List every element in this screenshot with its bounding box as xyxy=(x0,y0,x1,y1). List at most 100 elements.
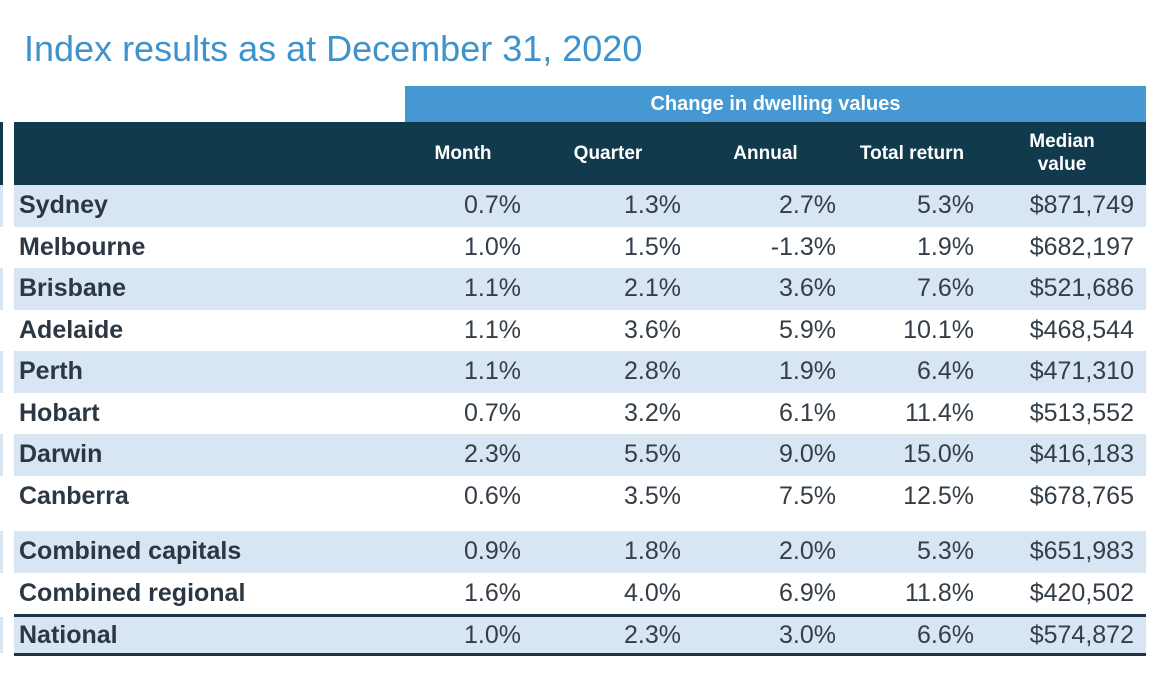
cell-region: Darwin xyxy=(19,440,103,469)
group-header-spacer xyxy=(14,86,405,122)
cell-annual: 2.0% xyxy=(779,537,836,566)
cell-median-value: $521,686 xyxy=(1029,274,1134,303)
cell-month: 1.1% xyxy=(464,315,521,344)
cell-annual: 3.0% xyxy=(779,620,836,649)
cell-quarter: 5.5% xyxy=(624,440,681,469)
cell-annual: 6.9% xyxy=(779,578,836,607)
cell-quarter: 1.5% xyxy=(624,232,681,261)
cell-median-value: $471,310 xyxy=(1029,357,1134,386)
table-header-row: Month Quarter Annual Total return Median… xyxy=(14,122,1146,185)
header-month: Month xyxy=(434,142,492,164)
cell-median-value: $574,872 xyxy=(1029,620,1134,649)
cell-month: 0.6% xyxy=(464,481,521,510)
cell-annual: 2.7% xyxy=(779,191,836,220)
header-quarter: Quarter xyxy=(573,142,643,164)
cell-total-return: 5.3% xyxy=(917,191,974,220)
cell-month: 2.3% xyxy=(464,440,521,469)
left-edge-artifact xyxy=(0,122,3,185)
group-header-row: Change in dwelling values xyxy=(14,86,1146,122)
cell-annual: 6.1% xyxy=(779,398,836,427)
cell-region: Hobart xyxy=(19,398,100,427)
cell-annual: 3.6% xyxy=(779,274,836,303)
cell-annual: 9.0% xyxy=(779,440,836,469)
cell-region: National xyxy=(19,620,118,649)
cell-month: 0.7% xyxy=(464,191,521,220)
cell-median-value: $678,765 xyxy=(1029,481,1134,510)
cell-median-value: $651,983 xyxy=(1029,537,1134,566)
left-edge-artifact xyxy=(0,185,3,227)
table-row: Perth 1.1% 2.8% 1.9% 6.4% $471,310 xyxy=(14,351,1146,393)
cell-month: 1.1% xyxy=(464,357,521,386)
cell-quarter: 2.3% xyxy=(624,620,681,649)
cell-total-return: 1.9% xyxy=(917,232,974,261)
table-row: Combined regional 1.6% 4.0% 6.9% 11.8% $… xyxy=(14,573,1146,615)
cell-total-return: 5.3% xyxy=(917,537,974,566)
table-row: Melbourne 1.0% 1.5% -1.3% 1.9% $682,197 xyxy=(14,227,1146,269)
cell-region: Sydney xyxy=(19,191,108,220)
left-edge-artifact xyxy=(0,617,3,653)
cell-quarter: 3.6% xyxy=(624,315,681,344)
cell-month: 1.0% xyxy=(464,232,521,261)
cell-region: Adelaide xyxy=(19,315,124,344)
table-row-national: National 1.0% 2.3% 3.0% 6.6% $574,872 xyxy=(14,614,1146,656)
left-edge-artifact xyxy=(0,268,3,310)
table-row: Sydney 0.7% 1.3% 2.7% 5.3% $871,749 xyxy=(14,185,1146,227)
group-header-label: Change in dwelling values xyxy=(650,92,901,115)
cell-total-return: 6.4% xyxy=(917,357,974,386)
cell-quarter: 2.1% xyxy=(624,274,681,303)
cell-region: Perth xyxy=(19,357,83,386)
header-median-value-label: Median value xyxy=(1029,130,1095,175)
cell-annual: 5.9% xyxy=(779,315,836,344)
left-edge-artifact xyxy=(0,351,3,393)
cell-median-value: $682,197 xyxy=(1029,232,1134,261)
cell-total-return: 15.0% xyxy=(903,440,974,469)
cell-total-return: 11.4% xyxy=(904,398,974,427)
cell-quarter: 2.8% xyxy=(624,357,681,386)
dwelling-values-table: Change in dwelling values Month Quarter … xyxy=(14,86,1146,656)
cell-quarter: 4.0% xyxy=(624,578,681,607)
cell-annual: -1.3% xyxy=(770,232,836,261)
left-edge-artifact xyxy=(0,434,3,476)
cell-region: Brisbane xyxy=(19,274,126,303)
cell-median-value: $871,749 xyxy=(1029,191,1134,220)
cell-median-value: $513,552 xyxy=(1029,398,1134,427)
table-row: Adelaide 1.1% 3.6% 5.9% 10.1% $468,544 xyxy=(14,310,1146,352)
cell-total-return: 11.8% xyxy=(904,578,974,607)
cell-region: Canberra xyxy=(19,481,129,510)
cell-month: 1.6% xyxy=(464,578,521,607)
cell-total-return: 12.5% xyxy=(903,481,974,510)
group-header-band: Change in dwelling values xyxy=(405,86,1146,122)
header-median-value: Median value xyxy=(990,122,1146,185)
cell-annual: 7.5% xyxy=(779,481,836,510)
table-row: Combined capitals 0.9% 1.8% 2.0% 5.3% $6… xyxy=(14,531,1146,573)
header-region xyxy=(14,122,405,185)
cell-annual: 1.9% xyxy=(779,357,836,386)
header-annual: Annual xyxy=(733,142,798,164)
cell-total-return: 6.6% xyxy=(917,620,974,649)
table-row: Darwin 2.3% 5.5% 9.0% 15.0% $416,183 xyxy=(14,434,1146,476)
cell-month: 1.1% xyxy=(464,274,521,303)
cell-region: Combined regional xyxy=(19,578,246,607)
cell-region: Combined capitals xyxy=(19,537,242,566)
table-row: Canberra 0.6% 3.5% 7.5% 12.5% $678,765 xyxy=(14,476,1146,518)
cell-quarter: 1.3% xyxy=(624,191,681,220)
cell-total-return: 7.6% xyxy=(917,274,974,303)
cell-median-value: $416,183 xyxy=(1029,440,1134,469)
section-gap xyxy=(14,517,1146,531)
cell-quarter: 3.2% xyxy=(624,398,681,427)
cell-median-value: $420,502 xyxy=(1029,578,1134,607)
page-title: Index results as at December 31, 2020 xyxy=(24,28,643,69)
table-row: Brisbane 1.1% 2.1% 3.6% 7.6% $521,686 xyxy=(14,268,1146,310)
cell-quarter: 3.5% xyxy=(624,481,681,510)
cell-quarter: 1.8% xyxy=(624,537,681,566)
cell-month: 0.9% xyxy=(464,537,521,566)
left-edge-artifact xyxy=(0,531,3,573)
cell-month: 0.7% xyxy=(464,398,521,427)
header-total-return: Total return xyxy=(859,142,965,164)
cell-total-return: 10.1% xyxy=(903,315,974,344)
cell-region: Melbourne xyxy=(19,232,146,261)
cell-month: 1.0% xyxy=(464,620,521,649)
table-row: Hobart 0.7% 3.2% 6.1% 11.4% $513,552 xyxy=(14,393,1146,435)
cell-median-value: $468,544 xyxy=(1029,315,1134,344)
